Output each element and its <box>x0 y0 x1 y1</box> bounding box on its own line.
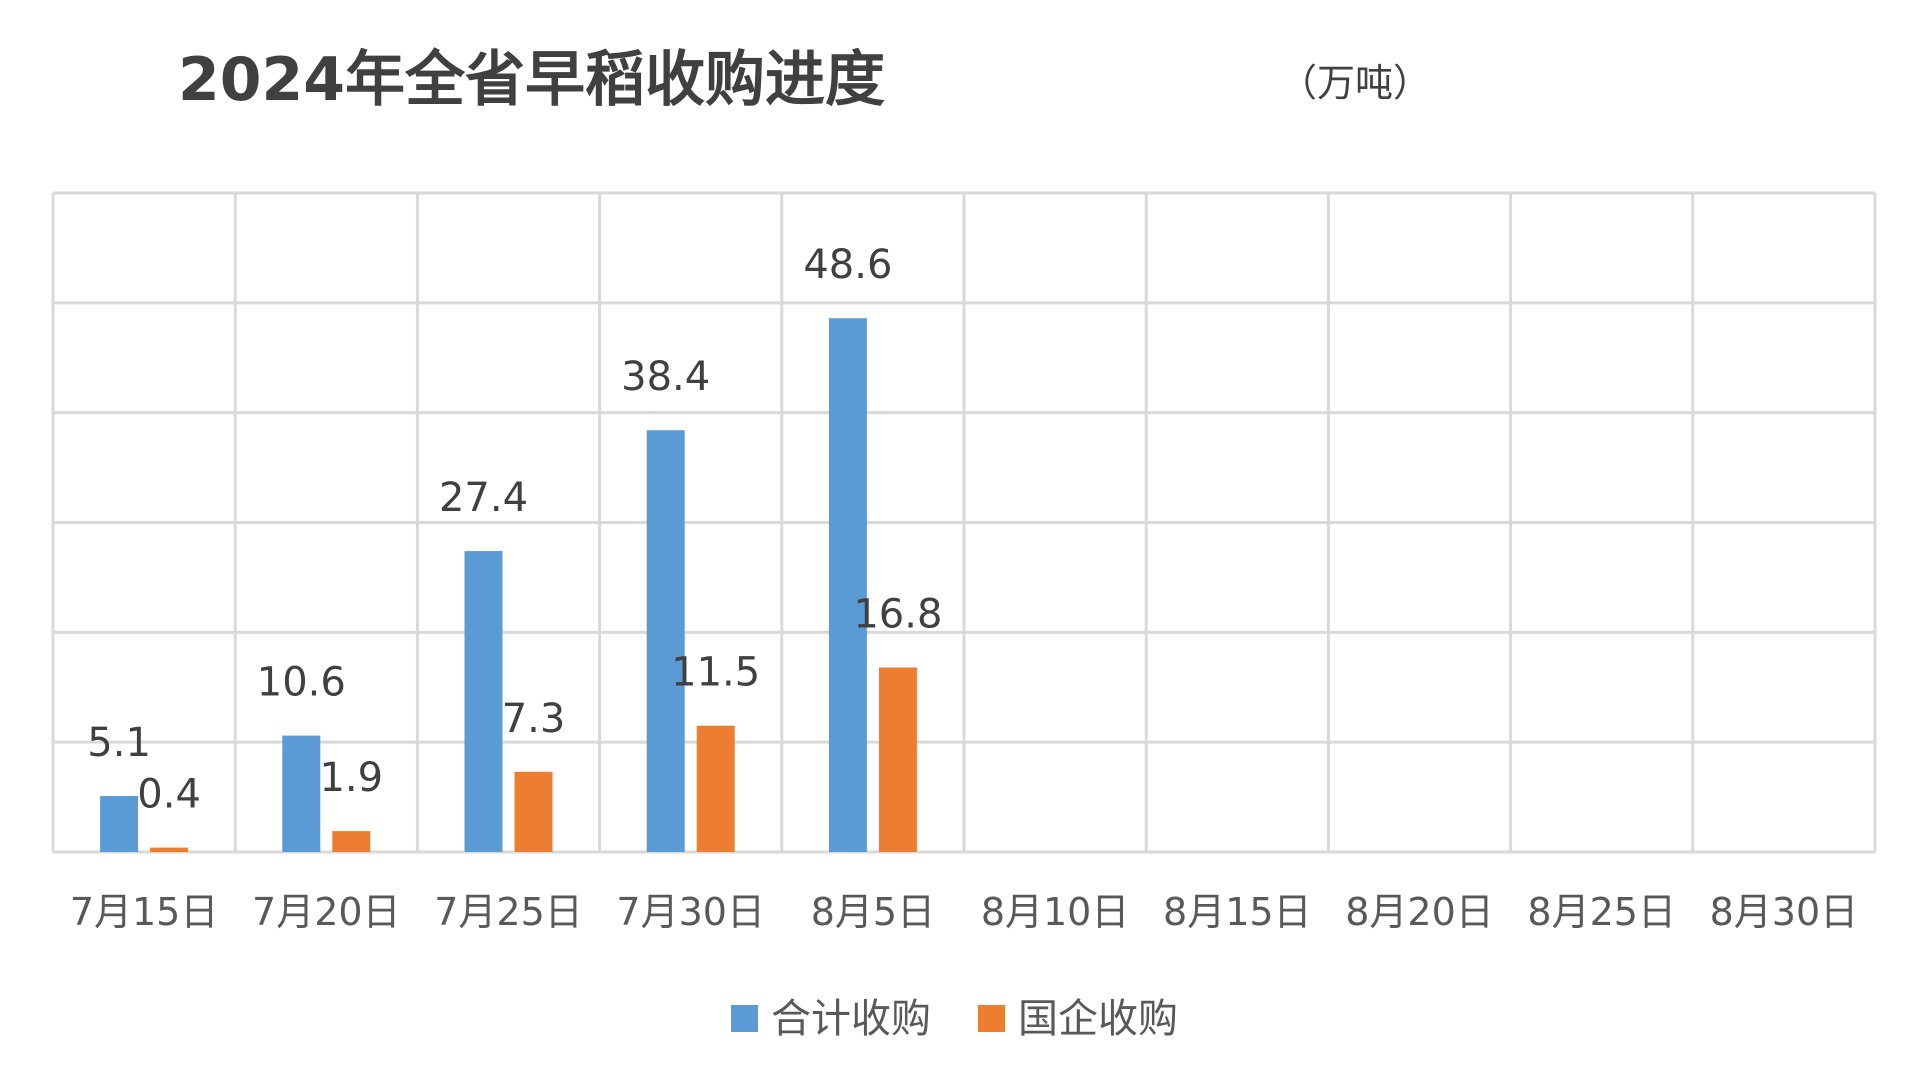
legend-label: 国企收购 <box>1018 996 1178 1042</box>
bar-total <box>282 735 321 852</box>
x-tick-label: 7月25日 <box>434 890 583 934</box>
x-tick-label: 8月10日 <box>981 890 1130 934</box>
x-tick-label: 8月25日 <box>1527 890 1676 934</box>
data-label: 10.6 <box>257 660 346 706</box>
bar-state <box>150 847 189 852</box>
x-tick-label: 7月20日 <box>252 890 401 934</box>
data-label: 1.9 <box>319 755 383 801</box>
data-label: 27.4 <box>439 475 528 521</box>
plot-grid <box>51 191 1877 854</box>
bar-state <box>332 831 371 852</box>
bar-total <box>100 795 139 852</box>
bar-state <box>696 725 735 852</box>
x-tick-label: 8月15日 <box>1163 890 1312 934</box>
legend-label: 合计收购 <box>771 996 931 1042</box>
data-label: 0.4 <box>137 772 201 818</box>
data-label: 11.5 <box>671 650 760 696</box>
x-tick-label: 7月15日 <box>70 890 219 934</box>
x-tick-label: 7月30日 <box>616 890 765 934</box>
legend: 合计收购 国企收购 <box>731 996 1178 1042</box>
data-label: 16.8 <box>853 591 942 637</box>
data-label: 38.4 <box>621 354 710 400</box>
x-axis-ticks: 7月15日 7月20日 7月25日 7月30日 8月5日 8月10日 8月15日 8月20日 8… <box>70 890 1858 934</box>
x-tick-label: 8月5日 <box>811 890 935 934</box>
bar-state <box>878 667 917 852</box>
legend-swatch <box>731 1005 758 1032</box>
legend-swatch <box>978 1005 1005 1032</box>
x-tick-label: 8月30日 <box>1710 890 1859 934</box>
data-label: 48.6 <box>803 242 892 288</box>
x-tick-label: 8月20日 <box>1345 890 1494 934</box>
bar-total <box>828 318 867 853</box>
bar-state <box>514 771 553 852</box>
data-labels: 5.1 10.6 27.4 38.4 48.6 0.4 1.9 7.3 11.5 16.8 <box>87 242 942 817</box>
chart-unit: （万吨） <box>1279 61 1431 105</box>
chart-title: 2024年全省早稻收购进度 <box>178 45 885 115</box>
data-label: 7.3 <box>502 696 566 742</box>
bar-total <box>646 430 685 852</box>
bars <box>100 318 917 853</box>
data-label: 5.1 <box>87 720 151 766</box>
bar-total <box>464 551 503 852</box>
